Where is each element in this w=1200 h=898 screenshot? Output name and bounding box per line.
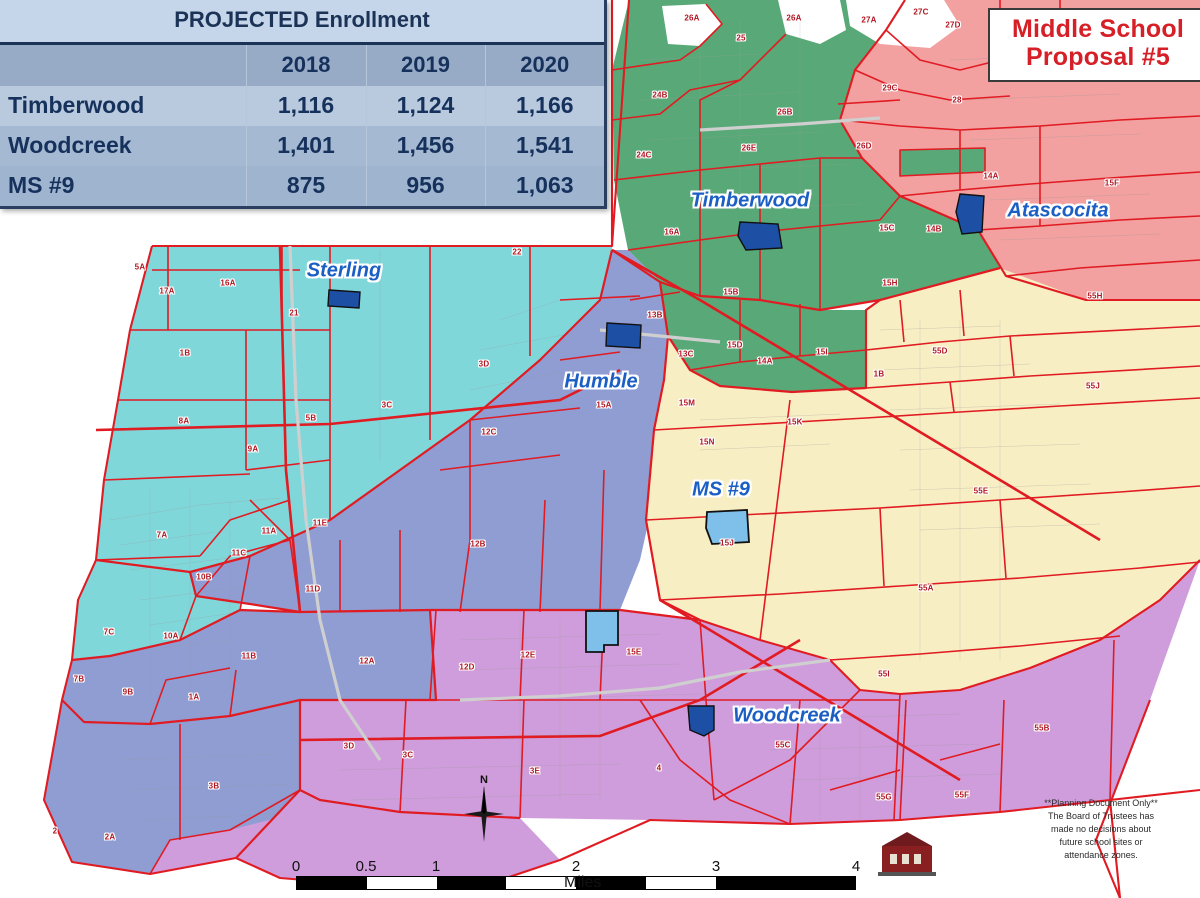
scale-tick-2: 2 xyxy=(571,858,581,875)
school-site-timberwood xyxy=(737,221,783,251)
disclaimer-line-1: **Planning Document Only** xyxy=(1044,797,1158,808)
scale-tick-0: 0 xyxy=(291,858,301,875)
table-row: MS #9 875 956 1,063 xyxy=(0,166,604,206)
enrollment-title-text: PROJECTED Enrollment xyxy=(174,7,430,32)
disclaimer-line-4: future school sites or xyxy=(1059,836,1143,847)
zone-timberwood-strip xyxy=(900,148,985,176)
cell-woodcreek-2020: 1,541 xyxy=(485,126,604,166)
enrollment-table: 2018 2019 2020 Timberwood 1,116 1,124 1,… xyxy=(0,45,604,206)
cell-timberwood-2018: 1,116 xyxy=(246,86,367,126)
zone-woodcreek-sw xyxy=(236,790,560,886)
scale-tick-0-5: 0.5 xyxy=(355,858,377,875)
major-roads xyxy=(95,245,1101,782)
zone-boundaries xyxy=(42,0,1200,898)
school-site-proposed xyxy=(585,610,619,653)
column-header-2019: 2019 xyxy=(366,45,486,86)
zone-sterling xyxy=(96,246,612,600)
table-row: Woodcreek 1,401 1,456 1,541 xyxy=(0,126,604,166)
enrollment-title: PROJECTED Enrollment xyxy=(0,0,604,45)
zone-woodcreek-w xyxy=(150,700,320,874)
school-site-atascocita xyxy=(955,193,985,235)
disclaimer-note: **Planning Document Only** The Board of … xyxy=(1016,797,1186,862)
map-white-cut-3 xyxy=(846,0,960,48)
cell-timberwood-2019: 1,124 xyxy=(366,86,486,126)
enrollment-header-row: 2018 2019 2020 xyxy=(0,45,604,86)
north-arrow-label: N xyxy=(480,774,488,786)
zone-timberwood xyxy=(612,0,1000,310)
column-header-2018: 2018 xyxy=(246,45,367,86)
cell-woodcreek-2018: 1,401 xyxy=(246,126,367,166)
cell-ms9-2020: 1,063 xyxy=(485,166,604,206)
row-label-timberwood: Timberwood xyxy=(0,86,247,126)
zone-atascocita-lobe xyxy=(836,52,950,132)
map-white-cut-1 xyxy=(662,4,722,46)
scale-bar-graphic xyxy=(296,876,856,890)
north-arrow: N xyxy=(462,774,506,850)
scale-tick-3: 3 xyxy=(711,858,721,875)
zone-humble xyxy=(190,250,690,612)
map-white-cut-se xyxy=(1096,560,1200,898)
compass-icon xyxy=(464,786,504,842)
school-site-ms9 xyxy=(705,509,750,545)
table-row: Timberwood 1,116 1,124 1,166 xyxy=(0,86,604,126)
scale-tick-1: 1 xyxy=(431,858,441,875)
school-site-sterling xyxy=(327,289,361,309)
cell-ms9-2019: 956 xyxy=(366,166,486,206)
row-label-ms9: MS #9 xyxy=(0,166,247,206)
scale-tick-4: 4 xyxy=(851,858,861,875)
title-line-2: Proposal #5 xyxy=(1026,42,1170,71)
scale-tick-labels: 0 0.5 1 2 3 4 xyxy=(292,858,860,876)
scale-units-label: Miles xyxy=(564,874,602,891)
zone-humble-sw xyxy=(62,610,300,724)
map-white-cut-2 xyxy=(778,0,846,44)
cell-woodcreek-2019: 1,456 xyxy=(366,126,486,166)
enrollment-corner-cell xyxy=(0,45,247,86)
cell-timberwood-2020: 1,166 xyxy=(485,86,604,126)
zone-woodcreek xyxy=(300,560,1200,824)
map-title-box: Middle School Proposal #5 xyxy=(987,8,1200,82)
column-header-2020: 2020 xyxy=(485,45,604,86)
row-label-woodcreek: Woodcreek xyxy=(0,126,247,166)
disclaimer-line-3: made no decisions about xyxy=(1050,823,1152,834)
disclaimer-line-5: attendance zones. xyxy=(1064,849,1138,860)
logo-icon xyxy=(878,832,936,876)
district-logo xyxy=(876,830,938,876)
cell-ms9-2018: 875 xyxy=(246,166,367,206)
title-line-1: Middle School xyxy=(1011,15,1184,43)
projected-enrollment-panel: PROJECTED Enrollment 2018 2019 2020 Timb… xyxy=(0,0,607,209)
disclaimer-line-2: The Board of Trustees has xyxy=(1047,810,1155,821)
scale-bar-widget: 0 0.5 1 2 3 4 xyxy=(292,858,860,890)
school-site-humble xyxy=(605,322,642,349)
school-site-woodcreek xyxy=(687,705,715,737)
